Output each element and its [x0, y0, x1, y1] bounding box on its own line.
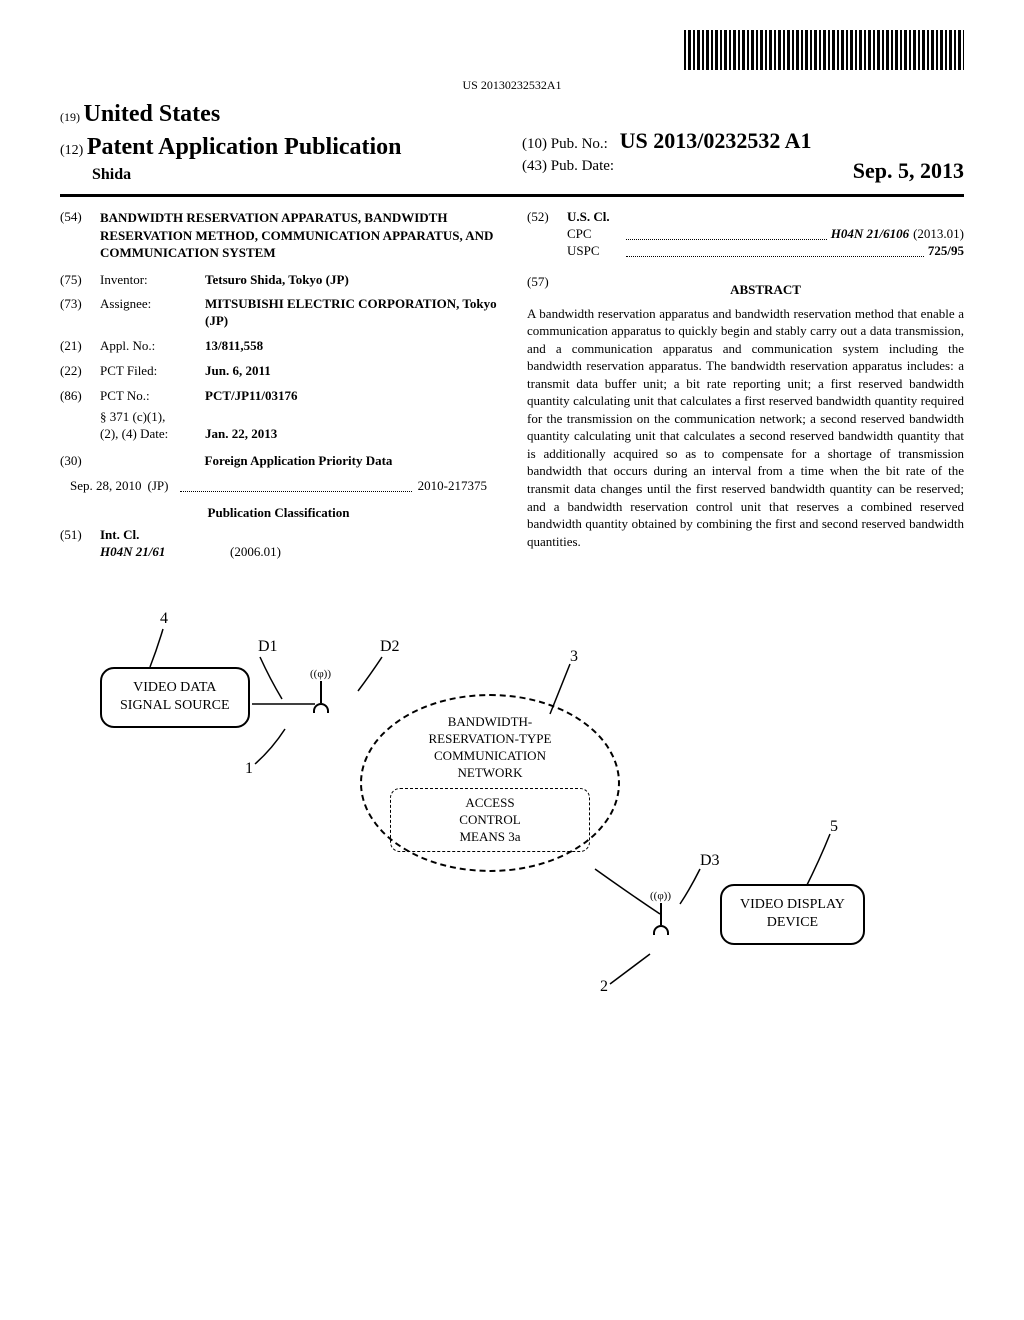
header: (19) United States (12) Patent Applicati… — [60, 99, 964, 186]
antenna-symbol: ((φ)) — [650, 889, 671, 903]
fig-label-d1: D1 — [258, 637, 278, 658]
foreign-priority-row: Sep. 28, 2010 (JP) 2010-217375 — [60, 478, 497, 495]
applicant-name: Shida — [60, 165, 502, 186]
country: United States — [84, 101, 221, 127]
biblio-columns: (54) BANDWIDTH RESERVATION APPARATUS, BA… — [60, 209, 964, 569]
pct-number: PCT/JP11/03176 — [205, 388, 497, 405]
fig-label-3: 3 — [570, 647, 578, 668]
figure-1: 4 VIDEO DATA SIGNAL SOURCE D1 ((φ)) D2 1… — [60, 609, 964, 1029]
inventor: Tetsuro Shida, Tokyo (JP) — [205, 272, 497, 289]
field-86-num: (86) — [60, 388, 100, 405]
intcl-version: (2006.01) — [230, 544, 281, 561]
pub-classification-heading: Publication Classification — [60, 505, 497, 522]
fig-label-d3: D3 — [700, 851, 720, 872]
field-30-num: (30) — [60, 453, 100, 470]
publication-date: Sep. 5, 2013 — [853, 157, 964, 186]
field-73-num: (73) — [60, 296, 100, 330]
foreign-priority-heading: Foreign Application Priority Data — [100, 453, 497, 470]
antenna-1-icon: ((φ)) — [310, 667, 331, 713]
assignee: MITSUBISHI ELECTRIC CORPORATION, Tokyo (… — [205, 296, 497, 330]
field-73-label: Assignee: — [100, 296, 205, 330]
barcode-region: US 20130232532A1 — [60, 30, 964, 94]
fig-label-1: 1 — [245, 759, 253, 780]
antenna-symbol: ((φ)) — [310, 667, 331, 681]
field-52-label: U.S. Cl. — [567, 209, 964, 226]
invention-title: BANDWIDTH RESERVATION APPARATUS, BANDWID… — [100, 209, 497, 262]
foreign-appno: 2010-217375 — [418, 478, 487, 495]
field-51-label: Int. Cl. — [100, 527, 497, 544]
fig-box-source: VIDEO DATA SIGNAL SOURCE — [100, 667, 250, 727]
pubdate-label: Pub. Date: — [551, 158, 614, 174]
field-21-num: (21) — [60, 338, 100, 355]
left-column: (54) BANDWIDTH RESERVATION APPARATUS, BA… — [60, 209, 497, 569]
uspc-label: USPC — [567, 243, 622, 260]
field-86-sub1: § 371 (c)(1), — [100, 409, 497, 426]
header-left: (19) United States (12) Patent Applicati… — [60, 99, 502, 186]
publication-type: Patent Application Publication — [87, 134, 402, 160]
foreign-country: (JP) — [148, 478, 169, 495]
cpc-label: CPC — [567, 226, 622, 243]
pubno-label: Pub. No.: — [551, 136, 608, 152]
antenna-2-icon: ((φ)) — [650, 889, 671, 935]
abstract-body: A bandwidth reservation apparatus and ba… — [527, 305, 964, 551]
field-21-label: Appl. No.: — [100, 338, 205, 355]
field-86-label: PCT No.: — [100, 388, 205, 405]
header-rule — [60, 194, 964, 197]
cpc-version: (2013.01) — [913, 226, 964, 243]
cpc-code: H04N 21/6106 — [831, 226, 909, 243]
abstract-heading: ABSTRACT — [567, 282, 964, 299]
field-22-label: PCT Filed: — [100, 363, 205, 380]
barcode-text: US 20130232532A1 — [60, 78, 964, 94]
fig-cloud-network: BANDWIDTH- RESERVATION-TYPE COMMUNICATIO… — [360, 694, 620, 872]
appl-number: 13/811,558 — [205, 338, 497, 355]
uspc-code: 725/95 — [928, 243, 964, 260]
header-right: (10) Pub. No.: US 2013/0232532 A1 (43) P… — [502, 127, 964, 186]
leader-dots — [626, 243, 924, 257]
field-43-num: (43) — [522, 158, 547, 174]
fig-label-d2: D2 — [380, 637, 400, 658]
field-86-sub2-val: Jan. 22, 2013 — [205, 426, 277, 443]
field-54-num: (54) — [60, 209, 100, 262]
field-22-num: (22) — [60, 363, 100, 380]
field-75-label: Inventor: — [100, 272, 205, 289]
fig-label-2: 2 — [600, 977, 608, 998]
field-86-sub2-label: (2), (4) Date: — [100, 426, 205, 443]
field-57-num: (57) — [527, 274, 567, 305]
pct-filed: Jun. 6, 2011 — [205, 363, 497, 380]
cloud-text: BANDWIDTH- RESERVATION-TYPE COMMUNICATIO… — [390, 714, 590, 782]
field-51-num: (51) — [60, 527, 100, 561]
field-19-num: (19) — [60, 110, 80, 124]
field-12-num: (12) — [60, 143, 83, 158]
barcode-graphic — [684, 30, 964, 70]
right-column: (52) U.S. Cl. CPC H04N 21/6106 (2013.01)… — [527, 209, 964, 569]
field-75-num: (75) — [60, 272, 100, 289]
field-10-num: (10) — [522, 136, 547, 152]
leader-dots — [626, 226, 827, 240]
leader-dots — [180, 478, 411, 492]
fig-box-display: VIDEO DISPLAY DEVICE — [720, 884, 865, 944]
fig-inner-access-control: ACCESS CONTROL MEANS 3a — [390, 788, 590, 853]
fig-label-4: 4 — [160, 609, 168, 630]
fig-label-5: 5 — [830, 817, 838, 838]
foreign-date: Sep. 28, 2010 — [70, 478, 142, 495]
field-52-num: (52) — [527, 209, 567, 260]
publication-number: US 2013/0232532 A1 — [620, 128, 812, 153]
intcl-code: H04N 21/61 — [100, 544, 230, 561]
